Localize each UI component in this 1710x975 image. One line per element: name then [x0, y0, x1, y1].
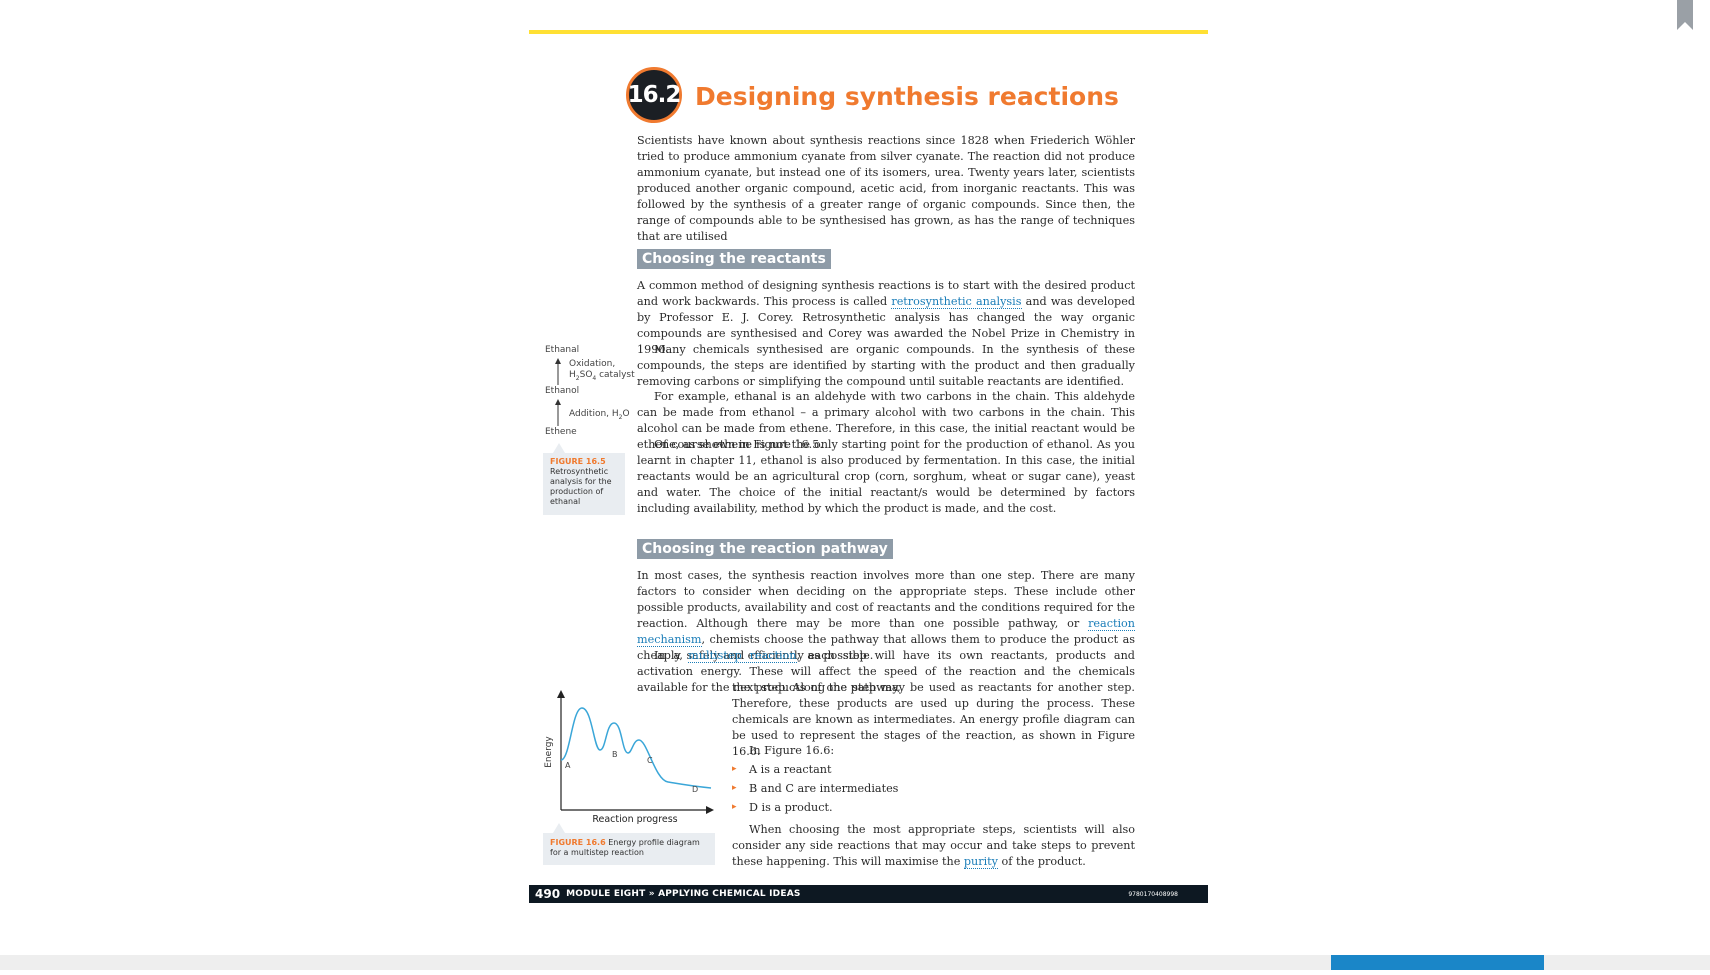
isbn: 9780170408998 [1128, 890, 1178, 898]
list-item: ▸ A is a reactant [732, 760, 1132, 779]
document-page [529, 0, 1209, 910]
energy-curve [560, 707, 712, 789]
label-ethene: Ethene [545, 427, 577, 437]
bullet-arrow-icon: ▸ [732, 764, 737, 774]
section-number-badge: 16.2 [626, 67, 682, 123]
arrow-up-icon [555, 358, 561, 385]
top-rule [529, 30, 1208, 34]
label-ethanol: Ethanol [545, 386, 580, 396]
label-ethanal: Ethanal [545, 345, 580, 355]
reactants-paragraph-4: Of course ethene is not the only startin… [637, 438, 1135, 515]
y-axis-arrow-icon [557, 690, 565, 698]
list-item: ▸ B and C are intermediates [732, 779, 1132, 798]
label-oxidation: Oxidation, [569, 359, 616, 369]
heading-choosing-reactants: Choosing the reactants [637, 249, 831, 269]
progress-axis-label: Reaction progress [592, 814, 677, 825]
energy-axis-label: Energy [544, 736, 554, 768]
figure-16-6-caption: FIGURE 16.6 Energy profile diagram for a… [543, 833, 715, 865]
link-multistep-reaction[interactable]: multistep reaction [688, 649, 797, 663]
pathway-paragraph-2: In a multistep reaction, each step will … [637, 649, 1135, 694]
caption-pointer [553, 823, 565, 833]
figure-16-5-caption: FIGURE 16.5 Retrosynthetic analysis for … [543, 453, 625, 515]
label-addition: Addition, H2O [569, 409, 630, 421]
module-title: MODULE EIGHT » APPLYING CHEMICAL IDEAS [566, 889, 801, 899]
bullet-arrow-icon: ▸ [732, 783, 737, 793]
reactants-paragraph-1: A common method of designing synthesis r… [637, 279, 1135, 356]
section-title: Designing synthesis reactions [695, 82, 1119, 111]
pathway-paragraph-5: When choosing the most appropriate steps… [732, 823, 1135, 869]
label-catalyst: H2SO4 catalyst [569, 370, 635, 382]
point-c-label: C [647, 756, 653, 765]
page-number: 490 [535, 887, 561, 901]
x-axis-arrow-icon [706, 806, 714, 814]
reactants-paragraph-3: For example, ethanal is an aldehyde with… [637, 390, 1135, 451]
heading-choosing-reaction-pathway: Choosing the reaction pathway [637, 539, 893, 559]
pathway-paragraph-4: In Figure 16.6: [749, 744, 835, 757]
intro-paragraph: Scientists have known about synthesis re… [637, 134, 1135, 243]
link-purity[interactable]: purity [963, 855, 998, 869]
list-item: ▸ D is a product. [732, 798, 1132, 817]
arrow-up-icon [555, 399, 561, 426]
pathway-paragraph-3: the products of one step may be used as … [732, 681, 1135, 758]
link-retrosynthetic-analysis[interactable]: retrosynthetic analysis [891, 295, 1022, 309]
point-d-label: D [692, 785, 698, 794]
scrollbar-thumb[interactable] [1331, 955, 1544, 970]
point-b-label: B [612, 750, 618, 759]
point-a-label: A [565, 761, 571, 770]
bookmark-icon[interactable] [1677, 0, 1693, 30]
pathway-paragraph-1: In most cases, the synthesis reaction in… [637, 569, 1135, 662]
bullet-arrow-icon: ▸ [732, 802, 737, 812]
page-footer: 490 MODULE EIGHT » APPLYING CHEMICAL IDE… [529, 885, 1208, 903]
reactants-paragraph-2: Many chemicals synthesised are organic c… [637, 343, 1135, 388]
energy-profile-diagram: A B C D Energy Reaction progress [544, 690, 714, 825]
caption-pointer [553, 443, 565, 453]
horizontal-scrollbar[interactable] [0, 955, 1710, 970]
link-reaction-mechanism[interactable]: reaction mechanism [637, 617, 1135, 647]
intermediates-list: ▸ A is a reactant ▸ B and C are intermedia… [732, 760, 1132, 817]
